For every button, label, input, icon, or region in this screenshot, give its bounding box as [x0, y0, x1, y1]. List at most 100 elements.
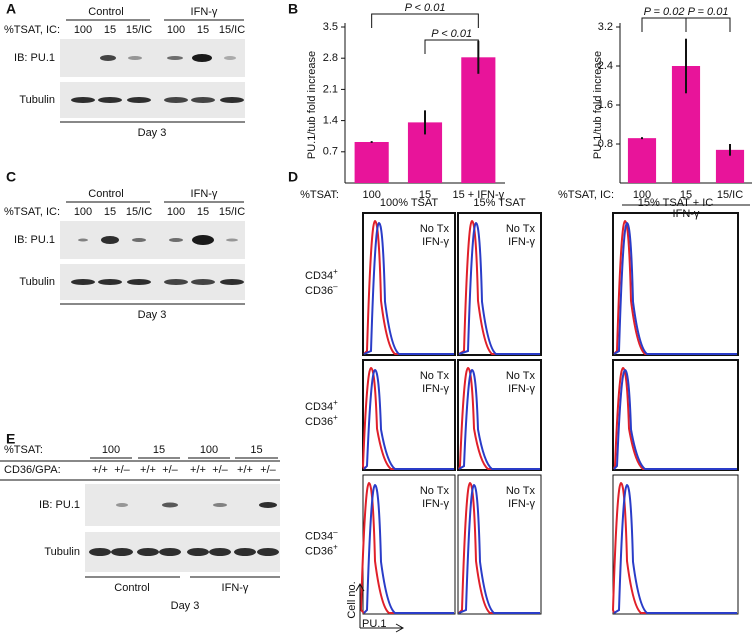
lane-label: 15: [250, 444, 262, 456]
column-header: 15% TSAT + IC: [638, 197, 714, 209]
y-tick-label: 1.6: [598, 99, 613, 111]
significance-bracket: [641, 17, 687, 32]
blot-band: [98, 97, 122, 103]
blot-band: [164, 97, 188, 103]
blot-band: [116, 503, 128, 507]
y-tick-label: 3.5: [323, 21, 338, 33]
blot-image: [85, 484, 280, 526]
footer-label: Day 3: [171, 600, 200, 612]
lane-label: 15: [104, 24, 116, 36]
bar: [461, 57, 496, 183]
blot-band: [209, 548, 231, 556]
y-tick-label: 2.4: [598, 60, 613, 72]
group-label: Control: [88, 188, 123, 200]
row-label: CD36+: [305, 413, 338, 428]
group-label: IFN-γ: [222, 582, 249, 594]
blot-band: [98, 279, 122, 285]
lane-label: +/+: [92, 464, 108, 476]
legend-entry: IFN-γ: [508, 236, 535, 248]
row-label: CD36+: [305, 543, 338, 558]
blot-band: [101, 236, 119, 244]
group-label: Control: [88, 6, 123, 18]
x-axis-label: %TSAT, IC:: [558, 189, 614, 201]
group-label: IFN-γ: [191, 6, 218, 18]
lane-label: 15/IC: [219, 206, 245, 218]
y-tick-label: 3.2: [598, 21, 613, 33]
lane-label: +/–: [212, 464, 228, 476]
significance-bracket: [371, 13, 479, 28]
lane-label: 15: [104, 206, 116, 218]
row-label: %TSAT, IC:: [4, 206, 60, 218]
histogram-curve: [458, 368, 540, 470]
blot-image: [60, 221, 245, 259]
y-tick-label: 0.8: [598, 138, 613, 150]
blot-band: [187, 548, 209, 556]
sign: +: [333, 543, 338, 552]
blot-band: [220, 97, 244, 103]
row-label: CD36/GPA:: [4, 464, 61, 476]
histogram-curve: [363, 483, 454, 614]
blot-band: [192, 235, 214, 245]
blot-band: [164, 279, 188, 285]
legend-entry: No Tx: [506, 485, 536, 497]
blot-band: [111, 548, 133, 556]
lane-label: +/–: [260, 464, 276, 476]
y-axis-label: PU.1/tub fold increase: [592, 51, 604, 159]
histogram-curve: [613, 366, 737, 470]
sign: +: [333, 267, 338, 276]
blot-band: [132, 238, 146, 242]
lane-label: 15: [197, 206, 209, 218]
legend-entry: IFN-γ: [422, 236, 449, 248]
lane-label: 100: [74, 24, 92, 36]
sign: –: [333, 282, 338, 291]
y-axis-label: PU.1/tub fold increase: [306, 51, 318, 159]
y-tick-label: 1.4: [323, 115, 338, 127]
lane-label: 100: [200, 444, 218, 456]
blot-band: [257, 548, 279, 556]
blot-band: [71, 279, 95, 285]
histogram-curve: [458, 483, 540, 614]
lane-label: 15/IC: [219, 24, 245, 36]
marker: CD34: [305, 401, 333, 413]
blot-label: Tubulin: [44, 546, 80, 558]
histogram-curve: [613, 221, 737, 355]
histogram-curve: [611, 481, 737, 614]
marker: CD34: [305, 530, 333, 542]
histogram-curve: [613, 483, 737, 614]
column-header: 100% TSAT: [380, 197, 439, 209]
lane-label: +/–: [114, 464, 130, 476]
bar: [627, 138, 657, 183]
blot-band: [100, 55, 116, 61]
legend-entry: IFN-γ: [422, 498, 449, 510]
axis-label: PU.1: [362, 618, 386, 630]
x-tick-label: 100: [362, 189, 380, 201]
histogram-curve: [359, 481, 454, 614]
legend-entry: No Tx: [506, 223, 536, 235]
histogram-curve: [363, 368, 454, 470]
blot-label: IB: PU.1: [14, 52, 55, 64]
axis-label: Cell no.: [346, 581, 358, 618]
blot-band: [128, 56, 142, 60]
lane-label: 100: [167, 24, 185, 36]
lane-label: 15/IC: [126, 206, 152, 218]
row-label: CD36–: [305, 282, 338, 297]
blot-label: Tubulin: [19, 94, 55, 106]
lane-label: 100: [74, 206, 92, 218]
lane-label: +/–: [162, 464, 178, 476]
bar: [354, 141, 389, 183]
blot-band: [137, 548, 159, 556]
column-header: 15% TSAT: [473, 197, 525, 209]
panel-label: A: [6, 1, 16, 17]
lane-label: 15: [197, 24, 209, 36]
blot-band: [234, 548, 256, 556]
blot-band: [127, 279, 151, 285]
sign: +: [333, 413, 338, 422]
row-label: CD34+: [305, 267, 338, 282]
blot-label: IB: PU.1: [39, 499, 80, 511]
lane-label: 100: [102, 444, 120, 456]
blot-label: IB: PU.1: [14, 234, 55, 246]
marker: CD36: [305, 545, 333, 557]
annotation: P = 0.01: [688, 6, 729, 18]
histogram-curve: [363, 221, 454, 355]
footer-label: Day 3: [138, 309, 167, 321]
